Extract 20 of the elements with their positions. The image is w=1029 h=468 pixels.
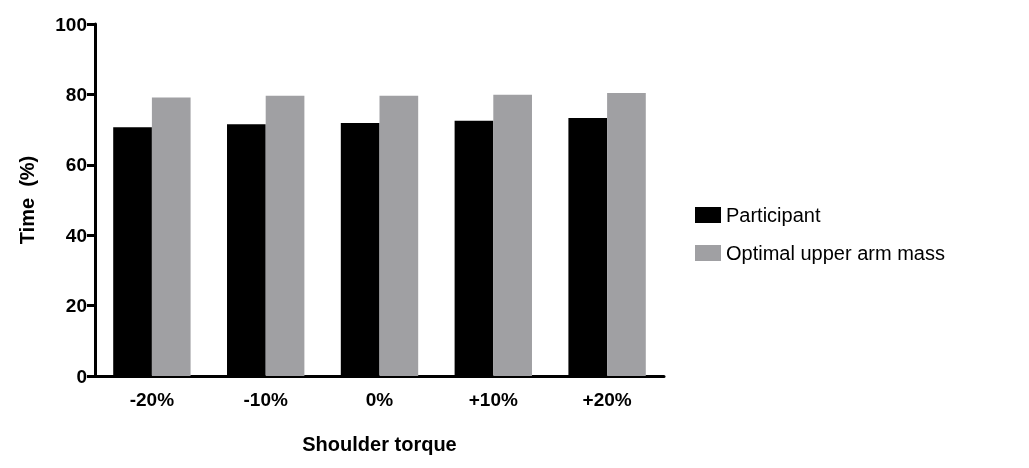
bar bbox=[265, 95, 305, 376]
x-tick-label: -10% bbox=[243, 389, 288, 410]
y-axis-title: Time (%) bbox=[16, 155, 38, 245]
y-tick-label: 40 bbox=[65, 224, 87, 246]
x-tick-label: -20% bbox=[129, 389, 175, 410]
y-tick-label: 80 bbox=[65, 83, 87, 105]
x-tick-label: +20% bbox=[582, 389, 632, 410]
y-tick-label: 60 bbox=[65, 154, 87, 176]
x-tick-label: 0% bbox=[365, 389, 394, 410]
x-tick-label: +10% bbox=[468, 389, 518, 410]
bar bbox=[493, 94, 532, 376]
y-tick-label: 20 bbox=[65, 295, 87, 317]
legend-label: Participant bbox=[726, 204, 821, 226]
bar bbox=[607, 92, 646, 376]
bar bbox=[379, 95, 419, 376]
y-tick-label: 0 bbox=[76, 365, 87, 387]
bar bbox=[151, 97, 191, 376]
y-tick-label: 100 bbox=[55, 13, 87, 35]
x-axis-title: Shoulder torque bbox=[302, 433, 457, 455]
legend-label: Optimal upper arm mass bbox=[726, 242, 945, 264]
